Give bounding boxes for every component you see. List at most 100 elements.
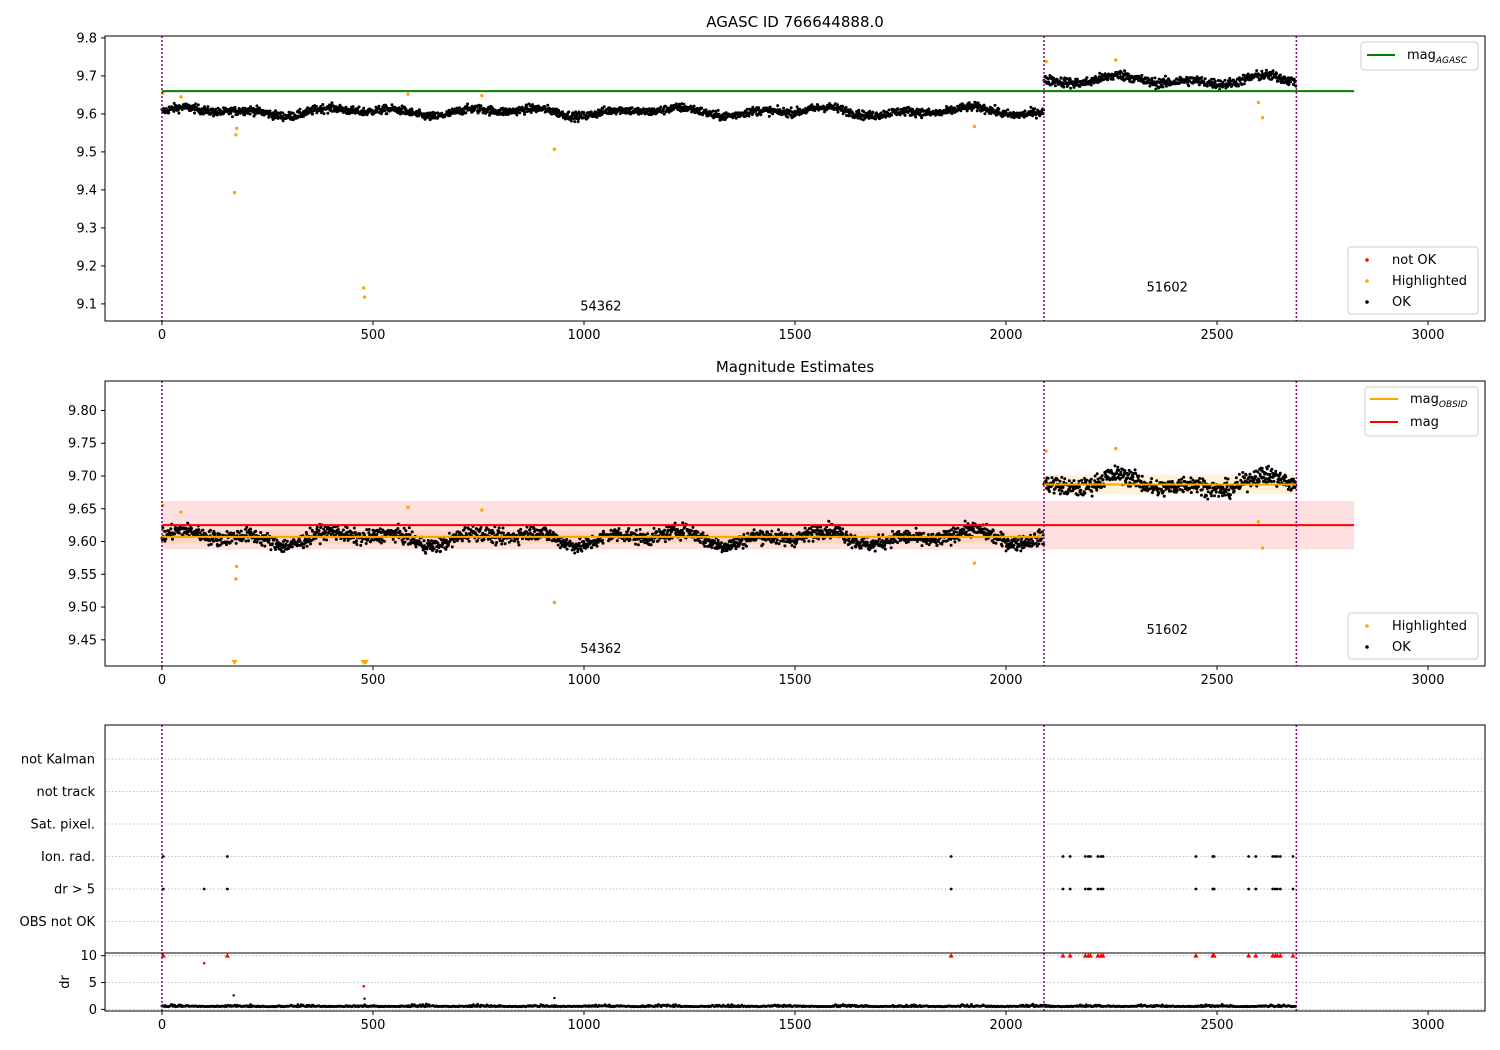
y-tick-label: 9.4: [76, 183, 97, 198]
ok-point: [1076, 493, 1080, 497]
ok-point: [1275, 72, 1278, 76]
ok-point: [949, 543, 953, 547]
ok-point: [1164, 74, 1167, 78]
ok-point: [1292, 83, 1296, 86]
ok-point: [230, 539, 234, 543]
ok-point: [372, 531, 376, 535]
ok-point: [311, 529, 315, 533]
ok-point: [249, 527, 253, 531]
ok-point: [428, 117, 432, 121]
ok-point: [782, 106, 786, 110]
ok-point: [891, 529, 894, 533]
ok-point: [525, 103, 529, 107]
ok-point: [1085, 76, 1089, 80]
ok-point: [601, 529, 605, 533]
ok-point: [757, 106, 761, 110]
ok-point: [1197, 83, 1201, 87]
ok-point: [838, 526, 842, 530]
ok-point: [993, 103, 997, 107]
ok-point: [625, 537, 629, 541]
ok-point: [1007, 539, 1010, 543]
ok-point: [1077, 485, 1081, 489]
ok-point: [401, 533, 404, 537]
ok-point: [350, 531, 354, 535]
ok-point: [518, 111, 522, 115]
ok-point: [1072, 85, 1076, 89]
ok-point: [681, 105, 685, 109]
ok-point: [634, 542, 637, 546]
ok-point: [716, 539, 720, 542]
ok-point: [788, 109, 792, 113]
legend-frame: [1360, 41, 1479, 71]
ok-point: [630, 106, 634, 110]
highlighted-point: [232, 190, 237, 195]
ok-point: [854, 545, 858, 549]
ok-point: [558, 546, 562, 550]
ok-point: [195, 530, 199, 534]
status-legend[interactable]: not OK Highlighted OK: [1347, 246, 1479, 315]
x-tick-label: 500: [361, 328, 386, 343]
ok-point: [795, 541, 799, 544]
ok-point: [274, 109, 277, 113]
ok-point: [750, 113, 754, 116]
ok-point: [368, 540, 372, 544]
ok-point: [423, 117, 427, 121]
ok-point: [1048, 490, 1051, 493]
ok-point: [1053, 84, 1057, 88]
ok-point: [1077, 479, 1081, 483]
ok-point: [920, 544, 924, 548]
ok-point: [903, 113, 907, 117]
ok-point: [1018, 115, 1021, 119]
ok-point: [681, 521, 685, 525]
ok-point: [1090, 489, 1094, 493]
ok-point: [476, 539, 480, 542]
ok-point: [167, 529, 171, 533]
ok-point: [274, 548, 277, 551]
agasc-legend[interactable]: magAGASC: [1360, 41, 1479, 71]
ok-point: [647, 107, 651, 111]
ok-point: [211, 107, 215, 111]
ok-point: [171, 537, 174, 541]
legend-label-ok: OK: [1392, 295, 1411, 310]
ok-point: [736, 537, 740, 541]
ok-point: [322, 112, 326, 116]
ok-point: [417, 114, 421, 118]
ok-point: [804, 106, 808, 110]
ok-point: [359, 543, 363, 547]
ok-point: [871, 111, 875, 115]
ok-point: [1264, 68, 1268, 72]
ok-point: [167, 111, 171, 114]
ok-point: [435, 549, 439, 553]
ok-point: [565, 547, 569, 551]
ok-point: [410, 530, 414, 534]
ok-point: [794, 113, 798, 117]
x-tick-label: 0: [158, 328, 166, 343]
ok-point: [547, 538, 551, 542]
ok-point: [1172, 79, 1176, 83]
ok-point: [783, 544, 787, 548]
ok-point: [768, 105, 772, 109]
agasc-magnitude-panel: 0 500 1000 1500 2000 2500 30009.19.29.39.49.59…: [76, 13, 1486, 343]
ok-point: [488, 531, 491, 535]
ok-point: [742, 533, 746, 536]
ok-point: [424, 551, 428, 555]
ok-point: [673, 521, 677, 525]
ok-point: [887, 108, 891, 112]
ok-point: [569, 119, 573, 123]
ok-point: [523, 112, 526, 116]
ok-point: [1075, 77, 1079, 81]
ok-point: [320, 109, 324, 113]
ok-point: [565, 538, 569, 541]
ok-point: [281, 111, 285, 115]
ok-point: [548, 529, 552, 533]
ok-point: [772, 539, 775, 543]
ok-point: [548, 531, 552, 535]
ok-point: [761, 530, 764, 534]
ok-point: [578, 544, 582, 548]
ok-point: [1036, 539, 1040, 543]
ok-point: [618, 112, 622, 116]
highlighted-point: [1256, 100, 1261, 105]
ok-point: [877, 533, 881, 537]
ok-point: [771, 112, 775, 116]
ok-point: [163, 111, 167, 115]
